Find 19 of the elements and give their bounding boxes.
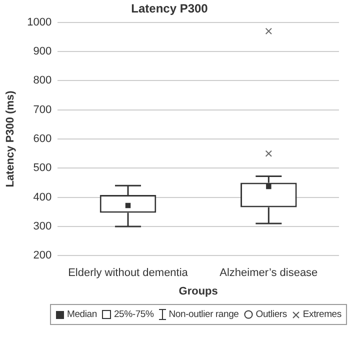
- x-axis-title: Groups: [178, 285, 218, 298]
- y-tick-label: 200: [33, 250, 52, 262]
- y-axis-title: Latency P300 (ms): [4, 90, 17, 188]
- y-tick-label: 800: [33, 74, 52, 87]
- y-tick-label: 500: [33, 162, 52, 174]
- text: 25%-75%: [114, 309, 154, 320]
- y-tick-label: 1000: [27, 16, 52, 28]
- text: Extremes: [302, 309, 342, 320]
- text: Outliers: [256, 309, 287, 320]
- text: Median: [67, 309, 97, 320]
- y-tick-label: 400: [33, 191, 52, 204]
- x-tick-label: Alzheimer’s disease: [220, 267, 318, 280]
- y-tick-label: 300: [33, 220, 52, 232]
- y-tick-label: 600: [33, 133, 52, 146]
- y-tick-label: 700: [33, 104, 52, 116]
- y-tick-label: 900: [33, 46, 52, 58]
- text: Non-outlier range: [168, 309, 239, 320]
- x-tick-label: Elderly without dementia: [68, 267, 189, 280]
- chart-title: Latency P300: [131, 2, 208, 16]
